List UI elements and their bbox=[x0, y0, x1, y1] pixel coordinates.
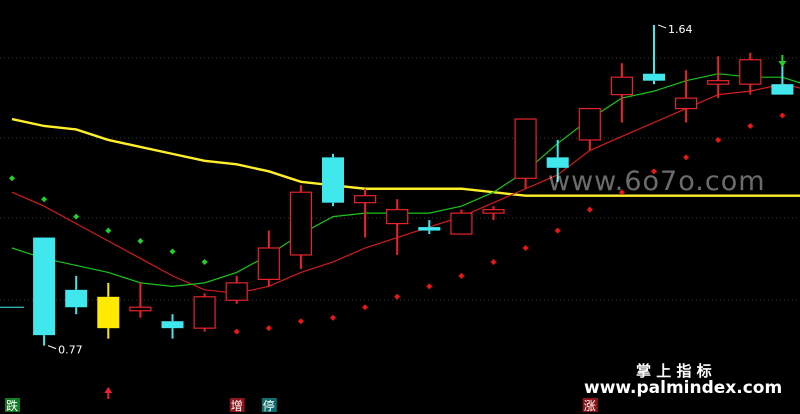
sar-dot bbox=[554, 227, 561, 234]
candle-body bbox=[225, 282, 248, 301]
sar-dot bbox=[586, 206, 593, 213]
candle-body bbox=[386, 209, 409, 225]
candle-body bbox=[739, 59, 762, 85]
candle-body bbox=[643, 73, 665, 81]
annotation-leader bbox=[657, 24, 667, 29]
sar-dot bbox=[169, 248, 176, 255]
sar-dot bbox=[426, 283, 433, 290]
sar-dot bbox=[394, 293, 401, 300]
sar-dot bbox=[330, 314, 336, 321]
candle-body bbox=[578, 107, 601, 141]
candle-body bbox=[97, 296, 120, 329]
sar-dot bbox=[522, 245, 529, 251]
candle-body bbox=[161, 321, 184, 329]
sar-dot bbox=[137, 238, 144, 245]
price-annotation: 1.64 bbox=[668, 23, 693, 36]
candle-body bbox=[418, 227, 441, 231]
candle-body bbox=[546, 157, 569, 168]
ma-green-line bbox=[11, 73, 800, 287]
ma-red-line bbox=[11, 83, 800, 294]
sar-dot bbox=[747, 123, 754, 129]
sar-dot bbox=[779, 112, 786, 119]
candle-body bbox=[450, 212, 473, 235]
candle-body bbox=[65, 289, 88, 308]
candle-body bbox=[322, 157, 344, 203]
sar-dot bbox=[683, 154, 690, 161]
bottom-signal-box bbox=[582, 398, 598, 412]
candle-body bbox=[354, 195, 377, 204]
candle-body bbox=[707, 80, 730, 85]
bottom-signal-box bbox=[5, 398, 20, 412]
ma-yellow-line bbox=[11, 117, 800, 197]
sar-dot bbox=[9, 175, 15, 182]
watermark-brand: 掌 上 指 标 bbox=[636, 362, 712, 380]
candle-body bbox=[482, 209, 505, 214]
sell-arrow-head bbox=[778, 61, 787, 67]
sar-dot bbox=[490, 258, 497, 265]
buy-arrow-head bbox=[104, 387, 113, 393]
candle-body bbox=[514, 118, 537, 179]
candle-body bbox=[257, 247, 280, 280]
sar-dot bbox=[265, 325, 272, 332]
sar-dot bbox=[651, 168, 657, 175]
candle-body bbox=[193, 296, 216, 329]
sar-dot bbox=[73, 213, 80, 220]
price-annotation: 0.77 bbox=[58, 344, 83, 357]
bottom-signal-label: 增 bbox=[231, 399, 243, 413]
candle-body bbox=[771, 84, 794, 95]
bottom-signal-box bbox=[261, 398, 277, 412]
watermark-main: www.6o7o.com bbox=[548, 166, 766, 197]
bottom-signal-label: 涨 bbox=[584, 398, 596, 413]
sar-dot bbox=[362, 304, 369, 311]
watermark-site: www.palmindex.com bbox=[584, 378, 783, 398]
bottom-signal-label: 停 bbox=[263, 398, 275, 413]
sar-dot bbox=[297, 318, 304, 325]
sar-dot bbox=[41, 196, 48, 203]
sar-dot bbox=[105, 227, 112, 234]
candle-body bbox=[33, 237, 56, 336]
candle-body bbox=[129, 306, 152, 312]
candle-body bbox=[610, 76, 634, 96]
sar-dot bbox=[715, 136, 722, 143]
annotation-leader bbox=[47, 345, 57, 350]
sar-dot bbox=[201, 258, 208, 265]
sar-dot bbox=[233, 328, 240, 335]
bottom-signal-box bbox=[229, 398, 245, 412]
sar-dot bbox=[618, 189, 625, 196]
bottom-signal-label: 跌 bbox=[6, 398, 18, 413]
candle-body bbox=[289, 191, 312, 256]
candle-body bbox=[674, 97, 698, 110]
sar-dot bbox=[458, 272, 465, 279]
